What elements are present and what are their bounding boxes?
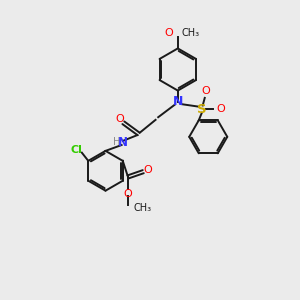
Text: O: O (216, 104, 225, 114)
Text: N: N (118, 136, 128, 148)
Text: CH₃: CH₃ (181, 28, 200, 38)
Text: O: O (201, 86, 210, 96)
Text: O: O (164, 28, 173, 38)
Text: S: S (197, 103, 207, 116)
Text: N: N (172, 95, 183, 108)
Text: O: O (115, 114, 124, 124)
Text: O: O (124, 189, 132, 199)
Text: H: H (112, 137, 120, 147)
Text: CH₃: CH₃ (133, 203, 152, 213)
Text: O: O (143, 165, 152, 175)
Text: Cl: Cl (70, 145, 82, 155)
